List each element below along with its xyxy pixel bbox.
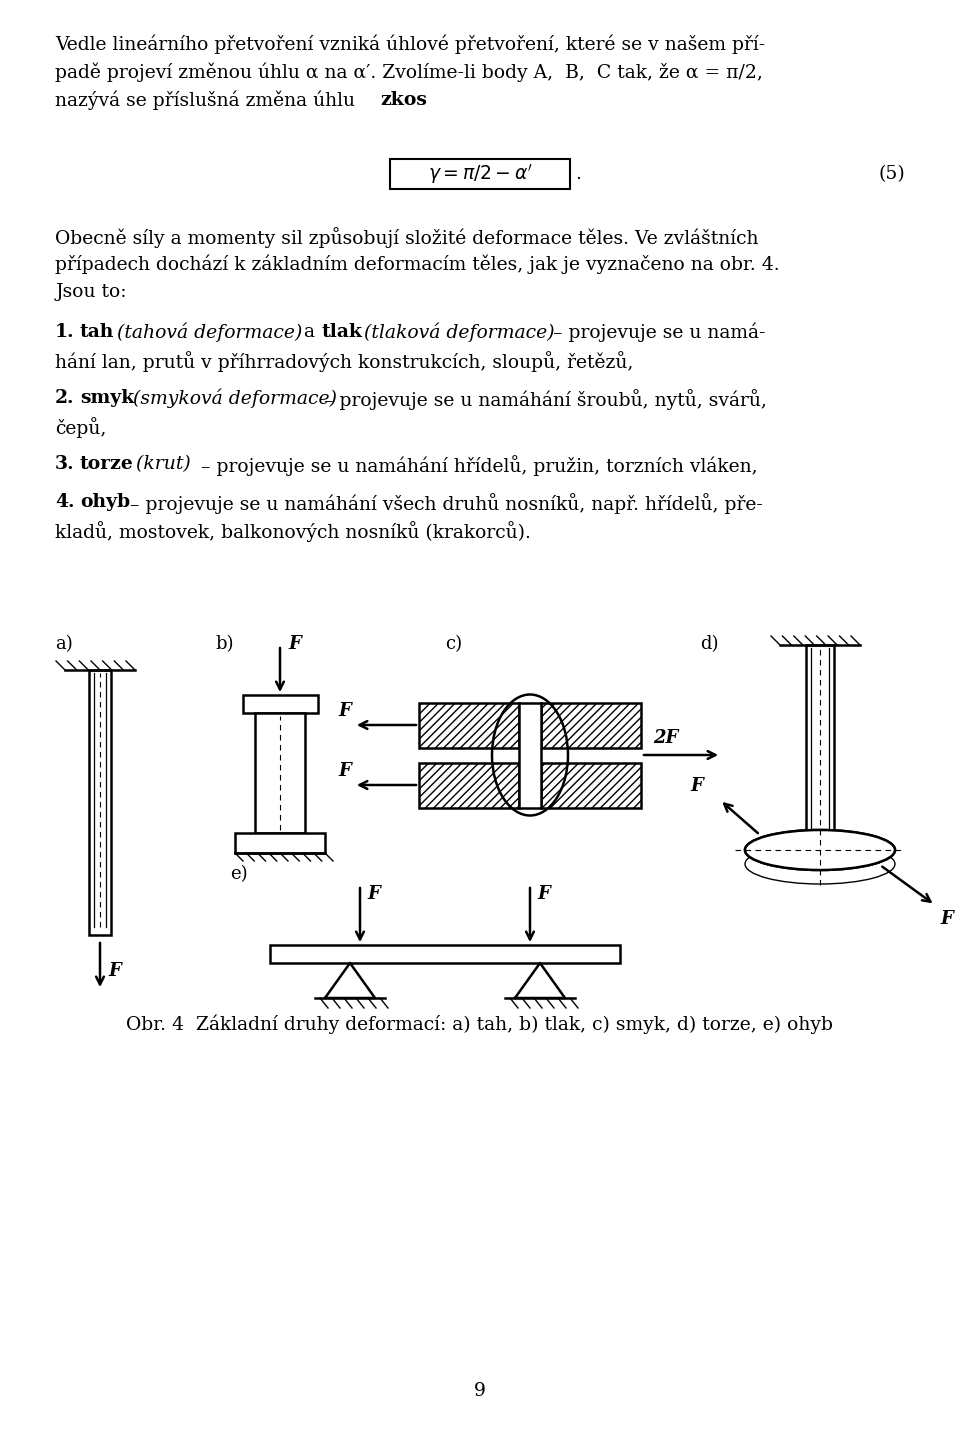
Bar (419, 703, 519, 748)
Text: torze: torze (80, 455, 133, 474)
Text: .: . (575, 165, 581, 184)
Text: (tahová deformace): (tahová deformace) (111, 323, 302, 343)
Text: nazývá se příslušná změna úhlu: nazývá se příslušná změna úhlu (55, 90, 361, 110)
Text: F: F (288, 636, 300, 653)
Text: (krut): (krut) (130, 455, 191, 474)
Text: F: F (108, 961, 121, 980)
Text: a: a (298, 323, 321, 342)
Text: Vedle lineárního přetvoření vzniká úhlové přetvoření, které se v našem pří-: Vedle lineárního přetvoření vzniká úhlov… (55, 34, 765, 55)
Text: zkos: zkos (380, 90, 427, 109)
Text: 4.: 4. (55, 494, 75, 511)
Text: – projevuje se u namá-: – projevuje se u namá- (547, 323, 765, 343)
Text: padě projeví změnou úhlu α na α′. Zvolíme-li body A,  B,  C tak, že α = π/2,: padě projeví změnou úhlu α na α′. Zvolím… (55, 63, 763, 82)
Bar (235, 832, 325, 852)
Text: F: F (940, 910, 952, 928)
Text: – projevuje se u namáhání všech druhů nosníků, např. hřídelů, pře-: – projevuje se u namáhání všech druhů no… (124, 494, 763, 514)
Text: F: F (338, 702, 351, 720)
Text: čepů,: čepů, (55, 418, 107, 438)
Text: ohyb: ohyb (80, 494, 131, 511)
Text: 1.: 1. (55, 323, 75, 342)
Text: 2F: 2F (653, 729, 679, 748)
Text: F: F (338, 762, 351, 781)
Bar (89, 670, 111, 936)
Text: případech dochází k základním deformacím těles, jak je vyznačeno na obr. 4.: případech dochází k základním deformacím… (55, 255, 780, 274)
Bar (270, 946, 620, 963)
Text: c): c) (445, 636, 462, 653)
Text: 9: 9 (474, 1382, 486, 1401)
Text: d): d) (700, 636, 718, 653)
Ellipse shape (745, 829, 895, 870)
Text: – projevuje se u namáhání hřídelů, pružin, torzních vláken,: – projevuje se u namáhání hřídelů, pruži… (195, 455, 757, 476)
Text: F: F (367, 885, 380, 903)
Ellipse shape (745, 829, 895, 870)
Text: Obr. 4  Základní druhy deformací: a) tah, b) tlak, c) smyk, d) torze, e) ohyb: Obr. 4 Základní druhy deformací: a) tah,… (127, 1015, 833, 1035)
Bar (519, 703, 541, 808)
Text: 2.: 2. (55, 389, 75, 408)
Text: 3.: 3. (55, 455, 75, 474)
Bar (419, 762, 519, 808)
Bar (255, 713, 305, 832)
Text: (smyková deformace): (smyková deformace) (127, 389, 337, 409)
Bar (541, 703, 641, 748)
Bar (806, 644, 834, 835)
Text: tlak: tlak (322, 323, 363, 342)
Text: e): e) (230, 865, 248, 883)
Text: hání lan, prutů v příhrradových konstrukcích, sloupů, řetězů,: hání lan, prutů v příhrradových konstruk… (55, 352, 634, 372)
Bar (243, 695, 318, 713)
Text: tah: tah (80, 323, 114, 342)
Text: b): b) (215, 636, 233, 653)
Text: F: F (537, 885, 550, 903)
Text: $\gamma = \pi/2 - \alpha'$: $\gamma = \pi/2 - \alpha'$ (427, 162, 533, 187)
Text: (tlaková deformace): (tlaková deformace) (358, 323, 555, 343)
Bar (390, 159, 570, 189)
Bar (541, 762, 641, 808)
Text: smyk: smyk (80, 389, 134, 408)
Text: kladů, mostovek, balkonových nosníků (krakorců).: kladů, mostovek, balkonových nosníků (kr… (55, 521, 531, 542)
Text: F: F (690, 776, 703, 795)
Text: Obecně síly a momenty sil způsobují složité deformace těles. Ve zvláštních: Obecně síly a momenty sil způsobují slož… (55, 227, 758, 248)
Text: – projevuje se u namáhání šroubů, nytů, svárů,: – projevuje se u namáhání šroubů, nytů, … (318, 389, 767, 410)
Text: Jsou to:: Jsou to: (55, 283, 127, 301)
Text: a): a) (55, 636, 73, 653)
Text: (5): (5) (878, 165, 905, 184)
